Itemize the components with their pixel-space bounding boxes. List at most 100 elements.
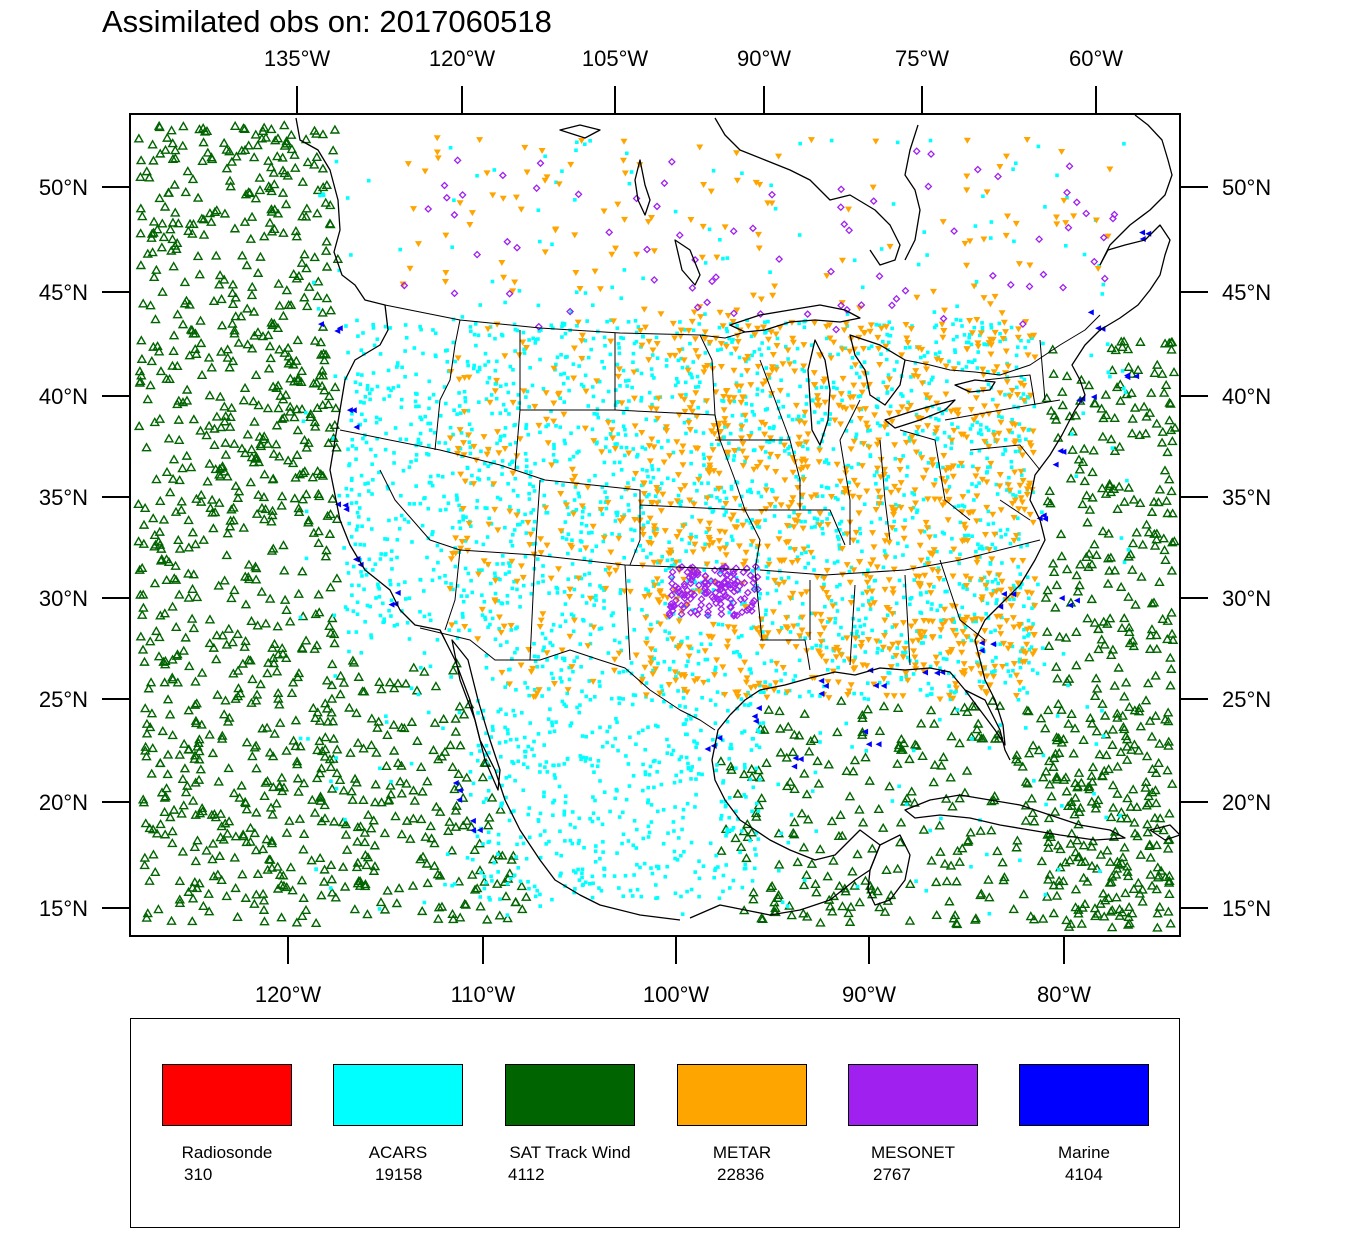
acars-marker xyxy=(732,399,737,404)
acars-marker xyxy=(723,672,727,677)
sat-track-wind-marker xyxy=(1151,630,1162,640)
sat-track-wind-marker xyxy=(1162,508,1173,518)
sat-track-wind-marker xyxy=(188,623,200,633)
sat-track-wind-marker xyxy=(235,311,247,321)
acars-marker xyxy=(462,588,466,593)
sat-track-wind-marker xyxy=(905,878,916,888)
acars-marker xyxy=(568,457,572,462)
acars-marker xyxy=(689,450,693,454)
acars-marker xyxy=(1122,560,1127,565)
sat-track-wind-marker xyxy=(185,462,197,472)
sat-track-wind-marker xyxy=(1154,813,1166,823)
acars-marker xyxy=(707,227,712,232)
sat-track-wind-marker xyxy=(182,780,193,790)
acars-marker xyxy=(346,350,350,355)
sat-track-wind-marker xyxy=(1027,740,1039,750)
sat-track-wind-marker xyxy=(369,797,381,807)
acars-marker xyxy=(578,548,583,552)
sat-track-wind-marker xyxy=(521,891,532,901)
sat-track-wind-marker xyxy=(1070,884,1082,894)
acars-marker xyxy=(655,356,660,360)
sat-track-wind-marker xyxy=(388,683,400,693)
sat-track-wind-marker xyxy=(226,593,237,603)
acars-marker xyxy=(943,444,948,448)
acars-marker xyxy=(834,529,839,533)
sat-track-wind-marker xyxy=(1164,808,1175,818)
acars-marker xyxy=(505,601,510,605)
acars-marker xyxy=(949,689,953,694)
sat-track-wind-marker xyxy=(278,870,289,880)
acars-marker xyxy=(687,713,691,718)
acars-marker xyxy=(659,445,664,450)
metar-marker xyxy=(816,510,824,517)
sat-track-wind-marker xyxy=(954,738,965,748)
sat-track-wind-marker xyxy=(211,654,222,664)
sat-track-wind-marker xyxy=(436,901,448,911)
acars-marker xyxy=(664,364,669,368)
sat-track-wind-marker xyxy=(224,146,235,156)
acars-marker xyxy=(974,279,979,284)
acars-marker xyxy=(1008,674,1013,678)
acars-marker xyxy=(572,587,577,592)
acars-marker xyxy=(570,562,575,566)
sat-track-wind-marker xyxy=(236,780,247,790)
acars-marker xyxy=(431,567,436,572)
acars-marker xyxy=(349,418,354,423)
sat-track-wind-marker xyxy=(317,365,328,375)
acars-marker xyxy=(659,782,664,787)
metar-marker xyxy=(703,495,711,502)
sat-track-wind-marker xyxy=(230,693,241,703)
acars-marker xyxy=(507,561,511,565)
acars-marker xyxy=(545,770,550,774)
acars-marker xyxy=(631,693,636,697)
sat-track-wind-marker xyxy=(798,842,810,852)
acars-marker xyxy=(465,856,470,860)
acars-marker xyxy=(797,321,801,326)
acars-marker xyxy=(443,573,447,578)
sat-track-wind-marker xyxy=(227,298,239,308)
acars-marker xyxy=(465,465,470,470)
acars-marker xyxy=(576,491,581,496)
sat-track-wind-marker xyxy=(1070,792,1081,802)
sat-track-wind-marker xyxy=(161,574,172,585)
sat-track-wind-marker xyxy=(1086,841,1097,851)
metar-marker xyxy=(856,415,864,422)
sat-track-wind-marker xyxy=(320,245,332,255)
acars-marker xyxy=(655,809,660,814)
acars-marker xyxy=(603,567,608,572)
metar-marker xyxy=(904,677,912,684)
sat-track-wind-marker xyxy=(145,636,156,646)
acars-marker xyxy=(453,620,458,625)
acars-marker xyxy=(907,345,912,350)
sat-track-wind-marker xyxy=(1113,662,1124,672)
sat-track-wind-marker xyxy=(1051,732,1062,742)
sat-track-wind-marker xyxy=(229,852,241,862)
acars-marker xyxy=(635,887,640,892)
metar-marker xyxy=(478,606,486,613)
acars-marker xyxy=(626,839,631,843)
sat-track-wind-marker xyxy=(335,670,346,680)
acars-marker xyxy=(611,419,616,424)
sat-track-wind-marker xyxy=(140,703,151,713)
acars-marker xyxy=(1015,516,1020,521)
sat-track-wind-marker xyxy=(1115,746,1127,757)
acars-marker xyxy=(957,613,962,618)
acars-marker xyxy=(703,542,707,547)
sat-track-wind-marker xyxy=(322,510,333,520)
metar-marker xyxy=(973,559,981,566)
metar-marker xyxy=(911,662,919,669)
sat-track-wind-marker xyxy=(224,362,235,372)
acars-marker xyxy=(363,619,367,624)
metar-marker xyxy=(672,677,680,684)
sat-track-wind-marker xyxy=(460,899,472,909)
metar-marker xyxy=(717,340,725,347)
metar-marker xyxy=(975,663,983,670)
metar-marker xyxy=(957,460,965,467)
acars-marker xyxy=(631,477,636,481)
acars-marker xyxy=(972,325,977,330)
metar-marker xyxy=(960,661,968,668)
sat-track-wind-marker xyxy=(302,157,314,167)
sat-track-wind-marker xyxy=(159,201,171,211)
acars-marker xyxy=(619,468,624,472)
acars-marker xyxy=(356,372,360,376)
